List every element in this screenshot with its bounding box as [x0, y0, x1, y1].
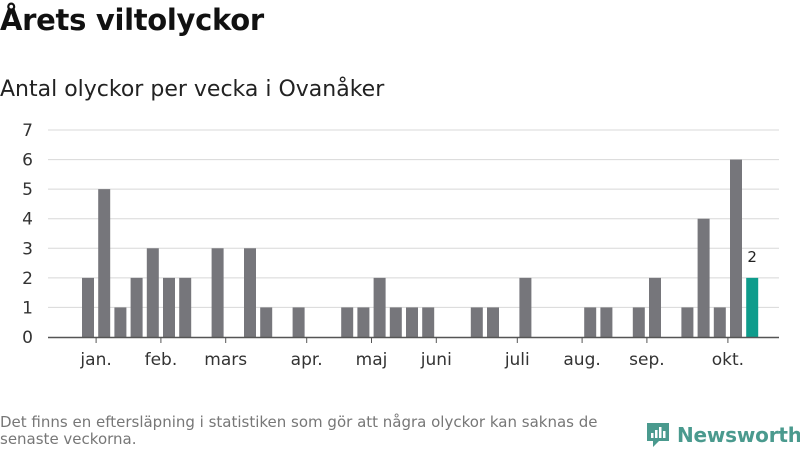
bar-week-18 [357, 307, 370, 337]
bar-week-12 [260, 307, 273, 337]
bar-week-25 [470, 307, 483, 337]
x-tick-label: juni [420, 350, 452, 370]
x-tick-label: maj [356, 350, 388, 370]
bar-week-17 [341, 307, 354, 337]
bar-week-39 [697, 218, 710, 337]
footnote: Det finns en eftersläpning i statistiken… [0, 413, 598, 448]
bar-week-9 [211, 248, 224, 337]
x-tick-label: okt. [712, 350, 744, 370]
newsworthy-logo-icon [647, 423, 669, 447]
bar-week-28 [519, 277, 532, 337]
bar-week-20 [389, 307, 402, 337]
x-tick-label: apr. [291, 350, 323, 370]
data-label: 2 [747, 248, 757, 266]
bar-week-3 [114, 307, 127, 337]
bar-week-6 [163, 277, 175, 337]
bar-week-1 [82, 277, 94, 337]
y-tick-label: 5 [22, 180, 33, 200]
bar-week-21 [406, 307, 418, 337]
bar-week-36 [649, 277, 661, 337]
bar-week-7 [179, 277, 192, 337]
y-tick-label: 2 [22, 269, 33, 289]
newsworthy-logo[interactable]: Newsworthy [645, 420, 800, 450]
x-tick-label: aug. [563, 350, 600, 370]
x-tick-label: mars [204, 350, 247, 370]
bar-week-40 [713, 307, 726, 337]
bar-week-4 [130, 277, 143, 337]
x-tick-label: sep. [629, 350, 665, 370]
bar-week-33 [600, 307, 613, 337]
brand-name: Newsworthy [677, 423, 800, 447]
bar-week-2 [98, 189, 111, 337]
bar-week-35 [632, 307, 645, 337]
bar-week-26 [487, 307, 499, 337]
y-tick-label: 7 [22, 121, 33, 141]
bar-week-41 [730, 159, 742, 337]
y-tick-label: 0 [22, 328, 33, 348]
chart-title: Årets viltolyckor [0, 3, 264, 37]
bar-chart: 0 1 2 3 4 5 6 7 2 jan. feb. mars apr. maj juni juli aug.… [22, 121, 779, 370]
bar-week-11 [244, 248, 256, 337]
bar-week-5 [146, 248, 159, 337]
bar-week-22 [422, 307, 435, 337]
y-tick-label: 4 [22, 210, 33, 230]
bar-week-19 [373, 277, 386, 337]
y-tick-label: 3 [22, 239, 33, 259]
chart-subtitle: Antal olyckor per vecka i Ovanåker [0, 77, 385, 102]
x-tick-label: feb. [145, 350, 178, 370]
bar-week-14 [292, 307, 305, 337]
bar-week-42 [746, 277, 759, 337]
x-tick-label: jan. [79, 350, 111, 370]
y-tick-label: 6 [22, 151, 33, 171]
bar-week-32 [584, 307, 597, 337]
x-tick-label: juli [504, 350, 530, 370]
bar-week-38 [681, 307, 694, 337]
y-tick-label: 1 [22, 298, 33, 318]
